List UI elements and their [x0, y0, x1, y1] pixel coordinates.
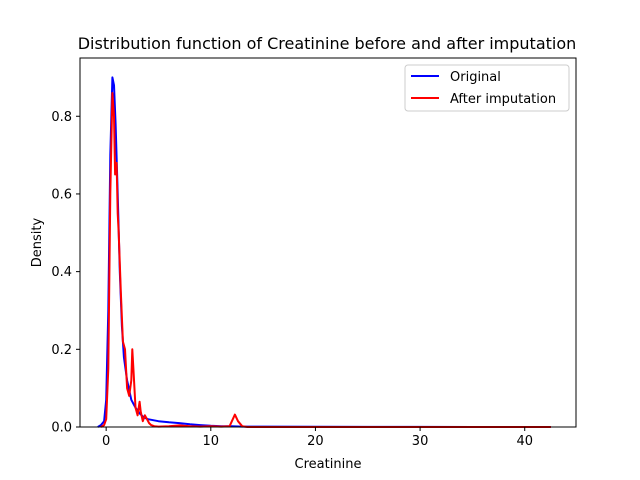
- y-tick-label: 0.4: [51, 265, 72, 280]
- y-tick-label: 0.6: [51, 187, 72, 202]
- legend-box: [404, 64, 570, 112]
- x-axis-label: Creatinine: [295, 457, 362, 472]
- y-axis-label: Density: [30, 217, 45, 267]
- plot-lines: [97, 76, 551, 428]
- y-tick-label: 0.2: [51, 343, 72, 358]
- x-tick-label: 20: [307, 434, 324, 449]
- series-line-after-imputation: [100, 92, 551, 428]
- chart-title: Distribution function of Creatinine befo…: [78, 34, 577, 53]
- series-line-original: [97, 76, 551, 428]
- x-tick-label: 40: [516, 434, 533, 449]
- x-tick-label: 30: [412, 434, 429, 449]
- plot-area-frame: [79, 57, 577, 428]
- legend-label-original: Original: [450, 70, 501, 85]
- x-tick-label: 0: [102, 434, 110, 449]
- axis-ticks: 0 10 20 30 40 0.0 0.2 0.4 0.6 0.8: [51, 110, 533, 449]
- x-tick-label: 10: [203, 434, 220, 449]
- y-tick-label: 0.8: [51, 110, 72, 125]
- legend: Original After imputation: [404, 64, 570, 112]
- legend-label-after-imputation: After imputation: [450, 92, 556, 107]
- y-tick-label: 0.0: [51, 421, 72, 436]
